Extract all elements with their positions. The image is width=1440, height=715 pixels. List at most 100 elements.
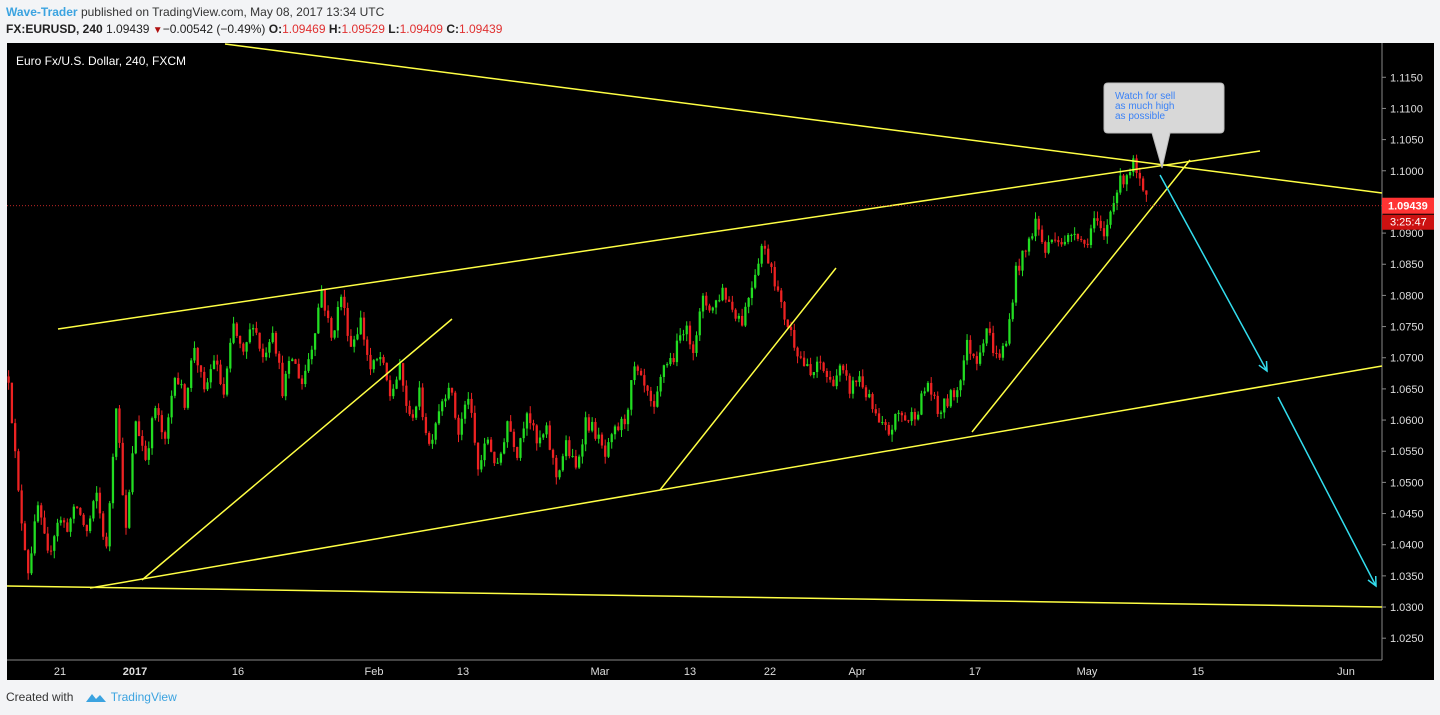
candle-body: [643, 375, 646, 386]
y-tick-label-3: 1.1000: [1390, 166, 1424, 178]
candle-body: [27, 550, 30, 574]
y-tick-label-7: 1.0800: [1390, 290, 1424, 302]
candle-body: [457, 417, 460, 435]
candle-body: [1083, 239, 1086, 244]
candle-body: [476, 442, 480, 470]
x-tick-label-0: 21: [54, 666, 66, 678]
candle-body: [538, 437, 542, 444]
candle-body: [939, 412, 943, 414]
candle-body: [1132, 158, 1135, 173]
candle-body: [802, 357, 806, 367]
publish-line: Wave-Trader published on TradingView.com…: [6, 4, 384, 21]
candle-body: [346, 307, 349, 336]
candle-body: [740, 315, 744, 326]
candle-body: [773, 267, 776, 287]
candle-body: [639, 370, 643, 376]
candle-body: [460, 418, 463, 435]
candle-body: [1080, 238, 1083, 240]
candle-body: [903, 415, 907, 421]
candle-body: [1128, 172, 1132, 176]
candle-body: [141, 436, 144, 446]
y-tick-label-8: 1.0750: [1390, 322, 1424, 334]
candle-body: [1060, 242, 1063, 245]
candle-body: [907, 420, 910, 422]
candle-body: [551, 449, 555, 458]
candle-body: [375, 359, 379, 361]
candle-body: [799, 356, 802, 358]
candle-body: [49, 550, 53, 552]
y-tick-label-12: 1.0550: [1390, 446, 1424, 458]
candle-body: [516, 447, 519, 458]
candle-body: [848, 375, 851, 394]
candle-body: [317, 307, 320, 334]
candle-body: [395, 379, 398, 389]
arrow-down-1-head: [1258, 360, 1268, 373]
candle-body: [587, 417, 591, 431]
close-value: 1.09439: [459, 22, 503, 36]
candle-body: [248, 329, 252, 343]
countdown-tag: [1382, 214, 1434, 230]
author-link[interactable]: Wave-Trader: [6, 5, 78, 19]
candle-body: [144, 445, 147, 460]
x-tick-label-10: May: [1077, 666, 1098, 678]
candle-body: [998, 353, 1001, 358]
candle-body: [212, 360, 216, 370]
candle-body: [851, 380, 855, 394]
x-tick-label-12: Jun: [1337, 666, 1355, 678]
candle-body: [926, 382, 930, 392]
candle-body: [727, 299, 731, 302]
candle-body: [150, 418, 154, 449]
y-tick-label-0: 1.1150: [1390, 72, 1423, 84]
y-tick-label-6: 1.0850: [1390, 259, 1424, 271]
candle-body: [340, 296, 343, 307]
candle-body: [1044, 242, 1047, 253]
candle-body: [812, 372, 815, 376]
candle-body: [1145, 190, 1148, 195]
candle-body: [216, 360, 219, 365]
tradingview-link[interactable]: TradingView: [110, 690, 177, 704]
candle-body: [372, 360, 375, 370]
x-tick-label-7: 22: [764, 666, 776, 678]
candle-body: [33, 521, 36, 554]
candle-body: [1031, 236, 1034, 239]
x-tick-label-4: 13: [457, 666, 469, 678]
trendline-3: [6, 585, 1383, 608]
candle-body: [326, 310, 330, 319]
candle-body: [1096, 218, 1099, 221]
candle-body: [770, 263, 773, 268]
candle-body: [353, 339, 356, 347]
candle-body: [1135, 158, 1138, 173]
countdown-label: 3:25:47: [1390, 217, 1427, 229]
candle-body: [754, 274, 757, 288]
candle-body: [242, 343, 245, 352]
candle-body: [564, 440, 568, 457]
plot-area[interactable]: [7, 43, 1382, 660]
candle-body: [724, 287, 727, 300]
candle-body: [23, 523, 27, 551]
candle-body: [894, 413, 897, 430]
x-tick-label-6: 13: [684, 666, 696, 678]
candle-body: [411, 414, 415, 418]
candle-body: [284, 373, 287, 397]
close-label: C:: [446, 22, 459, 36]
candle-body: [105, 536, 108, 547]
candle-body: [66, 522, 69, 532]
candle-body: [1070, 234, 1073, 236]
time-axis[interactable]: [7, 660, 1382, 680]
created-with-text: Created with: [6, 690, 74, 704]
candle-body: [529, 413, 532, 424]
candle-body: [789, 327, 793, 331]
x-tick-label-3: Feb: [365, 666, 384, 678]
candle-body: [450, 387, 454, 393]
candle-body: [988, 328, 992, 333]
candle-body: [180, 384, 183, 386]
y-tick-label-13: 1.0500: [1390, 477, 1424, 489]
candle-body: [532, 423, 535, 426]
candle-body: [343, 296, 346, 308]
arrow-down-2-head: [1367, 575, 1377, 588]
candle-body: [1125, 175, 1128, 185]
price-axis[interactable]: [1382, 43, 1434, 660]
candle-body: [731, 301, 734, 310]
candle-body: [711, 307, 714, 311]
